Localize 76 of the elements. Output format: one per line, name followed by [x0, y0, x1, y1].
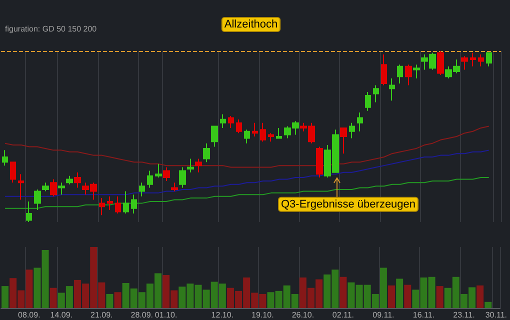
- candlestick: [381, 54, 387, 86]
- candlestick: [179, 166, 186, 188]
- annotation: Q3-Ergebnisse überzeugen: [281, 198, 416, 210]
- ref-line-label: Allzeithoch: [224, 18, 278, 30]
- x-tick-label: 19.10.: [252, 310, 274, 320]
- x-tick-label: 26.10.: [292, 310, 314, 320]
- candlestick: [349, 122, 355, 139]
- x-tick-label: 23.11.: [453, 310, 475, 320]
- bar: [388, 285, 396, 308]
- candlestick: [486, 52, 492, 67]
- candlestick: [389, 78, 395, 102]
- candlestick: [260, 122, 266, 142]
- candlestick: [405, 64, 412, 86]
- x-tick-label: 16.11.: [412, 310, 435, 320]
- x-tick-label: 01.10.: [154, 310, 178, 320]
- x-tick-label: 14.09.: [50, 310, 73, 320]
- candlestick: [171, 182, 178, 192]
- bar: [436, 286, 444, 308]
- bar: [396, 278, 404, 308]
- candlestick: [316, 146, 323, 178]
- candlestick: [397, 64, 403, 84]
- candlestick: [220, 114, 226, 128]
- candlestick: [2, 150, 8, 166]
- candlestick: [66, 175, 73, 185]
- chart-title: figuration: GD 50 150 200: [5, 24, 98, 34]
- candlestick: [42, 182, 49, 192]
- candlestick: [244, 129, 250, 144]
- candlestick: [18, 174, 24, 200]
- candlestick: [107, 196, 113, 211]
- candlestick: [26, 200, 32, 222]
- candlestick: [365, 92, 371, 112]
- candlestick: [437, 50, 444, 76]
- bar: [2, 286, 9, 308]
- candlestick: [195, 158, 202, 173]
- bar: [484, 302, 492, 308]
- candlestick: [373, 84, 379, 103]
- candlestick: [413, 64, 420, 79]
- candlestick: [50, 178, 57, 197]
- candlestick: [276, 127, 282, 139]
- candlestick: [340, 127, 347, 154]
- candlestick: [99, 198, 105, 216]
- candlestick: [163, 166, 170, 182]
- candlestick: [187, 158, 194, 173]
- candlestick: [131, 194, 137, 214]
- bar: [106, 294, 114, 308]
- x-tick-label: 09.11.: [372, 310, 394, 320]
- bar: [114, 292, 122, 308]
- candlestick: [470, 52, 476, 67]
- candlestick: [115, 196, 121, 214]
- candlestick: [203, 142, 210, 163]
- candlestick: [461, 56, 468, 70]
- candlestick: [58, 182, 65, 196]
- bar: [340, 276, 347, 308]
- candlestick: [34, 189, 41, 211]
- candlestick: [478, 54, 484, 67]
- candlestick: [155, 163, 162, 178]
- candlestick: [139, 182, 145, 197]
- x-tick-label: 12.10.: [211, 310, 234, 320]
- candlestick: [147, 170, 153, 188]
- candlestick: [228, 115, 234, 128]
- x-tick-label: 30.11.: [485, 310, 508, 320]
- candlestick: [236, 118, 242, 134]
- candlestick: [74, 172, 81, 188]
- bar: [50, 288, 57, 308]
- candlestick: [10, 162, 16, 184]
- candlestick: [268, 132, 274, 142]
- x-tick-label: 02.11.: [332, 310, 354, 320]
- candlestick: [123, 190, 129, 214]
- bar: [404, 284, 412, 308]
- x-tick-label: 21.09.: [90, 310, 113, 320]
- candlestick: [357, 112, 363, 132]
- candlestick: [211, 126, 218, 148]
- candlestick: [252, 122, 258, 137]
- x-tick-label: 08.09.: [18, 310, 40, 320]
- bar: [476, 285, 484, 308]
- x-tick-label: 28.09.: [130, 310, 154, 320]
